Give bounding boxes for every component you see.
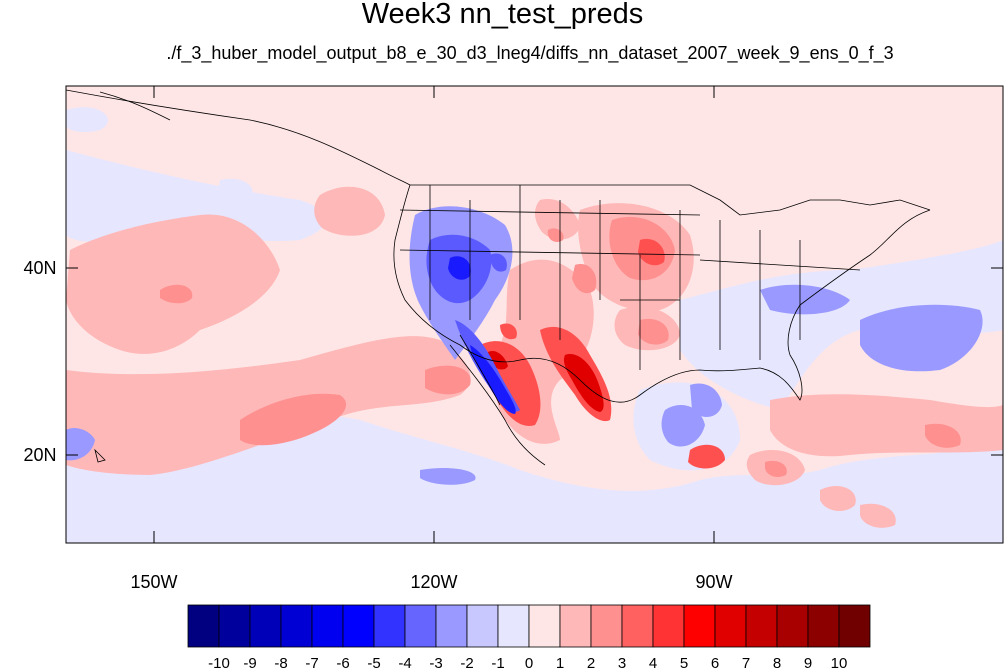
colorbar-label: 9: [804, 655, 812, 672]
colorbar-swatch: [714, 604, 747, 648]
colorbar-label: 2: [587, 655, 595, 672]
colorbar-label: -1: [491, 655, 504, 672]
colorbar-swatch: [838, 604, 871, 648]
colorbar-swatch: [528, 604, 561, 648]
colorbar-swatch: [342, 604, 375, 648]
colorbar-swatch: [745, 604, 778, 648]
colorbar-label: -3: [429, 655, 442, 672]
colorbar-label: -9: [243, 655, 256, 672]
colorbar-label: 4: [649, 655, 657, 672]
colorbar-swatch: [652, 604, 685, 648]
lat-label-20n: 20N: [23, 445, 56, 465]
colorbar: [187, 604, 871, 648]
lon-label-120w: 120W: [410, 572, 457, 592]
colorbar-label: 1: [556, 655, 564, 672]
colorbar-label: -2: [460, 655, 473, 672]
anomaly-deep-blue: [448, 256, 516, 414]
colorbar-swatch: [218, 604, 251, 648]
colorbar-label: -4: [398, 655, 411, 672]
plot-subtitle: ./f_3_huber_model_output_b8_e_30_d3_lneg…: [166, 43, 894, 63]
colorbar-swatch: [621, 604, 654, 648]
colorbar-labels: -10 -9 -8 -7 -6 -5 -4 -3 -2 -1 0 1 2 3 4 5 6 7 8 9 10: [208, 655, 847, 672]
map-frame: [65, 85, 1004, 544]
colorbar-swatch: [249, 604, 282, 648]
colorbar-label: 0: [525, 655, 533, 672]
colorbar-swatch: [404, 604, 437, 648]
colorbar-label: 3: [618, 655, 626, 672]
colorbar-label: 10: [831, 655, 848, 672]
map-field: [66, 86, 1003, 543]
colorbar-swatch: [311, 604, 344, 648]
axis-ticks: [66, 86, 1003, 543]
colorbar-swatch: [559, 604, 592, 648]
colorbar-label: -10: [208, 655, 230, 672]
colorbar-swatch: [807, 604, 840, 648]
colorbar-swatch: [683, 604, 716, 648]
colorbar-swatch: [280, 604, 313, 648]
colorbar-swatch: [590, 604, 623, 648]
plot-title: Week3 nn_test_preds: [361, 0, 644, 30]
colorbar-swatch: [776, 604, 809, 648]
colorbar-swatch: [435, 604, 468, 648]
colorbar-label: -8: [274, 655, 287, 672]
colorbar-label: 7: [742, 655, 750, 672]
lon-label-150w: 150W: [130, 572, 177, 592]
colorbar-swatch: [187, 604, 220, 648]
lat-label-40n: 40N: [23, 258, 56, 278]
colorbar-label: -6: [336, 655, 349, 672]
colorbar-label: -5: [367, 655, 380, 672]
colorbar-label: 8: [773, 655, 781, 672]
coastline-and-borders: [66, 89, 931, 466]
colorbar-swatch: [497, 604, 530, 648]
colorbar-swatch: [373, 604, 406, 648]
colorbar-label: 5: [680, 655, 688, 672]
colorbar-label: -7: [305, 655, 318, 672]
lon-label-90w: 90W: [695, 572, 732, 592]
colorbar-label: 6: [711, 655, 719, 672]
colorbar-swatch: [466, 604, 499, 648]
